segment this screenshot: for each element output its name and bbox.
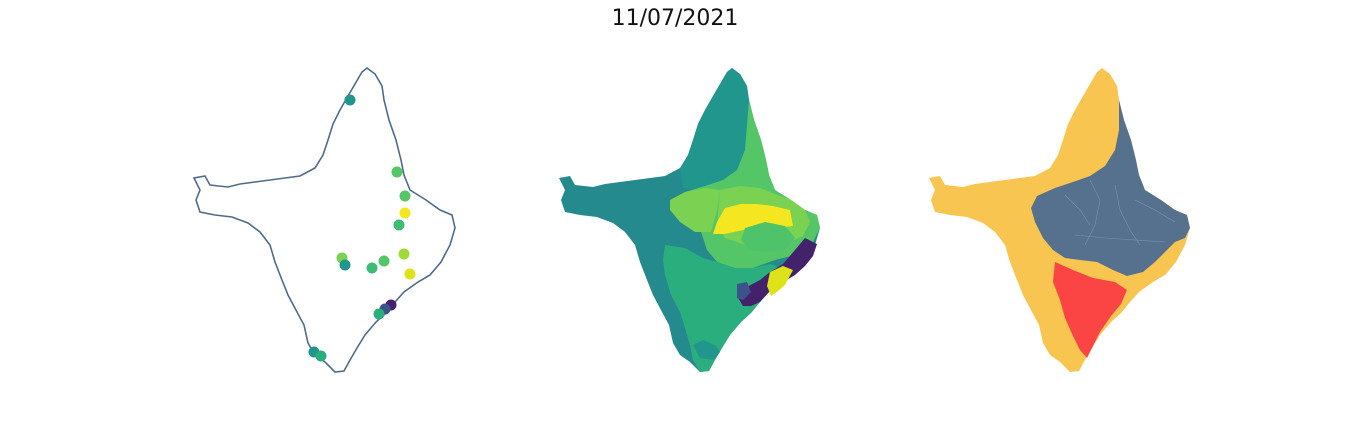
station-point: [399, 190, 411, 202]
station-points-map: [193, 67, 456, 373]
region-west-lime: [670, 188, 720, 232]
station-point: [315, 350, 327, 362]
station-point: [398, 248, 410, 260]
category-slate-borders: [1064, 179, 1176, 246]
station-point: [399, 207, 411, 219]
region-southeast-yellow: [767, 266, 793, 296]
region-south-tip: [693, 340, 720, 360]
station-points: [308, 94, 416, 362]
state-outline: [193, 67, 456, 373]
station-point: [391, 166, 403, 178]
station-point: [404, 268, 416, 280]
station-point: [366, 262, 378, 274]
station-point: [339, 259, 351, 271]
station-point: [393, 219, 405, 231]
filled-regions-map: [559, 68, 820, 372]
station-point: [373, 308, 385, 320]
region-south-green: [663, 245, 785, 372]
station-point: [344, 94, 356, 106]
category-red: [1053, 262, 1127, 358]
region-center-mid: [741, 222, 795, 252]
figure-title: 11/07/2021: [611, 6, 739, 31]
region-southeast-blue: [737, 282, 751, 300]
category-regions-map: [929, 68, 1190, 372]
station-point: [378, 255, 390, 267]
category-slate: [1031, 100, 1190, 276]
